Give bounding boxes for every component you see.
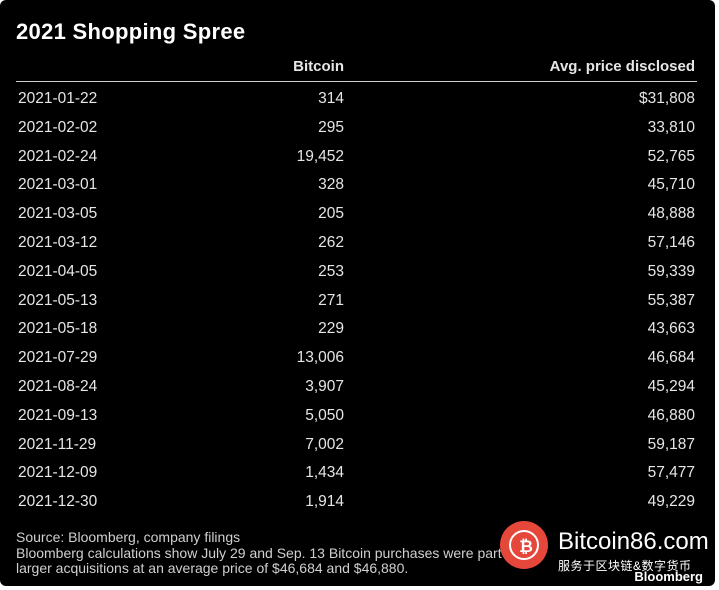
cell-price: 52,765 xyxy=(647,147,695,165)
header-rule xyxy=(16,81,697,82)
watermark-site: Bitcoin86.com xyxy=(558,528,709,555)
cell-price: 45,710 xyxy=(647,176,695,194)
cell-price: 33,810 xyxy=(647,118,695,136)
table-row: 2021-03-01 328 45,710 xyxy=(0,170,715,199)
cell-price: 46,684 xyxy=(647,349,695,367)
footnote-line: larger acquisitions at an average price … xyxy=(16,560,409,576)
cell-date: 2021-12-30 xyxy=(18,493,98,511)
cell-bitcoin: 328 xyxy=(318,176,344,194)
table-row: 2021-07-29 13,006 46,684 xyxy=(0,343,715,372)
table-row: 2021-12-09 1,434 57,477 xyxy=(0,458,715,487)
cell-price: 59,339 xyxy=(647,262,695,280)
cell-bitcoin: 5,050 xyxy=(305,406,344,424)
column-header-bitcoin: Bitcoin xyxy=(293,58,344,75)
cell-bitcoin: 19,452 xyxy=(296,147,344,165)
table-row: 2021-02-24 19,452 52,765 xyxy=(0,142,715,171)
table-row: 2021-05-18 229 43,663 xyxy=(0,314,715,343)
table-row: 2021-09-13 5,050 46,880 xyxy=(0,401,715,430)
cell-bitcoin: 229 xyxy=(318,320,344,338)
cell-date: 2021-01-22 xyxy=(18,90,98,107)
cell-bitcoin: 13,006 xyxy=(296,349,344,367)
cell-price: 49,229 xyxy=(647,493,695,511)
cell-bitcoin: 3,907 xyxy=(305,377,344,395)
cell-bitcoin: 314 xyxy=(318,90,344,107)
cell-date: 2021-04-05 xyxy=(18,262,98,280)
bitcoin-icon: ₿ xyxy=(500,521,548,569)
cell-date: 2021-03-01 xyxy=(18,176,98,194)
table-row: 2021-02-02 295 33,810 xyxy=(0,113,715,142)
cell-price: 59,187 xyxy=(647,435,695,453)
cell-date: 2021-02-02 xyxy=(18,118,98,136)
cell-price: 55,387 xyxy=(647,291,695,309)
cell-bitcoin: 7,002 xyxy=(305,435,344,453)
table-row: 2021-01-22 314 $31,808 xyxy=(0,84,715,113)
cell-bitcoin: 295 xyxy=(318,118,344,136)
cell-date: 2021-05-13 xyxy=(18,291,98,309)
table-row: 2021-05-13 271 55,387 xyxy=(0,286,715,315)
column-header-price: Avg. price disclosed xyxy=(549,58,695,75)
table-row: 2021-12-30 1,914 49,229 xyxy=(0,487,715,516)
bitcoin-symbol: ₿ xyxy=(519,537,533,557)
cell-bitcoin: 1,914 xyxy=(305,493,344,511)
cell-date: 2021-08-24 xyxy=(18,377,98,395)
footnote-line: Bloomberg calculations show July 29 and … xyxy=(16,545,518,561)
watermark-subtitle: 服务于区块链&数字货币 xyxy=(558,559,692,573)
bloomberg-logo: Bloomberg xyxy=(634,569,703,584)
cell-price: 43,663 xyxy=(647,320,695,338)
cell-date: 2021-07-29 xyxy=(18,349,98,367)
cell-date: 2021-02-24 xyxy=(18,147,98,165)
cell-price: 46,880 xyxy=(647,406,695,424)
cell-price: $31,808 xyxy=(638,90,695,107)
footnote: Bloomberg calculations show July 29 and … xyxy=(16,546,576,576)
cell-price: 48,888 xyxy=(647,205,695,223)
cell-date: 2021-12-09 xyxy=(18,464,98,482)
cell-price: 57,146 xyxy=(647,233,695,251)
cell-date: 2021-03-05 xyxy=(18,205,98,223)
table-row: 2021-03-12 262 57,146 xyxy=(0,228,715,257)
cell-price: 57,477 xyxy=(647,464,695,482)
cell-bitcoin: 253 xyxy=(318,262,344,280)
table-row: 2021-11-29 7,002 59,187 xyxy=(0,430,715,459)
table-row: 2021-03-05 205 48,888 xyxy=(0,199,715,228)
source-note: Source: Bloomberg, company filings xyxy=(16,529,241,545)
table-body: 2021-01-22 314 $31,808 2021-02-02 295 33,810 2… xyxy=(0,84,715,516)
cell-bitcoin: 271 xyxy=(318,291,344,309)
chart-title: 2021 Shopping Spree xyxy=(16,19,246,44)
cell-bitcoin: 1,434 xyxy=(305,464,344,482)
table-row: 2021-08-24 3,907 45,294 xyxy=(0,372,715,401)
cell-price: 45,294 xyxy=(647,377,695,395)
cell-bitcoin: 262 xyxy=(318,233,344,251)
cell-bitcoin: 205 xyxy=(318,205,344,223)
table-row: 2021-04-05 253 59,339 xyxy=(0,257,715,286)
cell-date: 2021-05-18 xyxy=(18,320,98,338)
cell-date: 2021-09-13 xyxy=(18,406,98,424)
bitcoin-icon-ring: ₿ xyxy=(509,530,539,560)
cell-date: 2021-03-12 xyxy=(18,233,98,251)
cell-date: 2021-11-29 xyxy=(18,435,97,453)
